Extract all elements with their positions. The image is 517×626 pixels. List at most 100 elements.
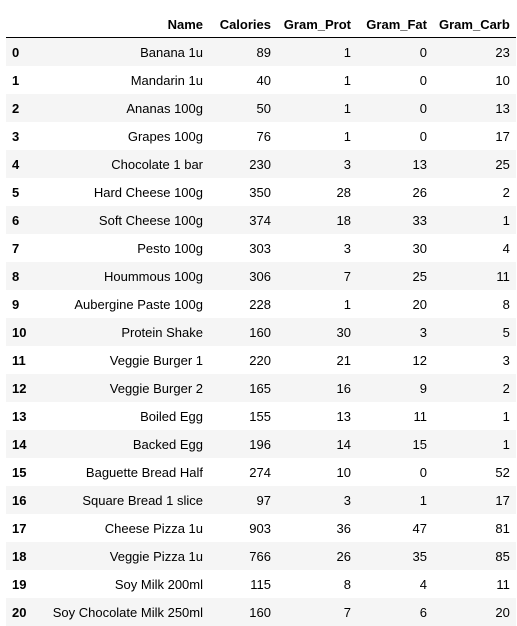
cell-gram-fat: 11	[357, 402, 433, 430]
cell-gram-fat: 0	[357, 94, 433, 122]
cell-calories: 115	[209, 570, 277, 598]
row-index: 14	[6, 430, 42, 458]
cell-name: Ananas 100g	[42, 94, 209, 122]
cell-gram-prot: 3	[277, 486, 357, 514]
cell-calories: 220	[209, 346, 277, 374]
row-index: 9	[6, 290, 42, 318]
cell-name: Grapes 100g	[42, 122, 209, 150]
cell-gram-prot: 1	[277, 66, 357, 94]
cell-calories: 230	[209, 150, 277, 178]
header-name: Name	[42, 4, 209, 38]
cell-gram-prot: 16	[277, 374, 357, 402]
cell-gram-fat: 0	[357, 122, 433, 150]
cell-name: Boiled Egg	[42, 402, 209, 430]
cell-gram-prot: 8	[277, 570, 357, 598]
cell-gram-fat: 9	[357, 374, 433, 402]
cell-gram-fat: 3	[357, 318, 433, 346]
cell-calories: 76	[209, 122, 277, 150]
cell-calories: 155	[209, 402, 277, 430]
cell-name: Chocolate 1 bar	[42, 150, 209, 178]
cell-gram-fat: 33	[357, 206, 433, 234]
cell-gram-carb: 1	[433, 402, 516, 430]
cell-gram-prot: 7	[277, 262, 357, 290]
row-index: 11	[6, 346, 42, 374]
cell-name: Protein Shake	[42, 318, 209, 346]
cell-gram-fat: 47	[357, 514, 433, 542]
row-index: 13	[6, 402, 42, 430]
cell-name: Square Bread 1 slice	[42, 486, 209, 514]
cell-gram-carb: 3	[433, 346, 516, 374]
cell-gram-prot: 1	[277, 38, 357, 67]
cell-name: Veggie Pizza 1u	[42, 542, 209, 570]
row-index: 12	[6, 374, 42, 402]
cell-gram-prot: 18	[277, 206, 357, 234]
cell-calories: 196	[209, 430, 277, 458]
cell-gram-prot: 7	[277, 598, 357, 626]
cell-gram-prot: 13	[277, 402, 357, 430]
cell-gram-carb: 25	[433, 150, 516, 178]
cell-calories: 306	[209, 262, 277, 290]
cell-name: Pesto 100g	[42, 234, 209, 262]
cell-gram-fat: 1	[357, 486, 433, 514]
cell-gram-fat: 0	[357, 38, 433, 67]
cell-gram-fat: 20	[357, 290, 433, 318]
cell-name: Backed Egg	[42, 430, 209, 458]
cell-gram-carb: 23	[433, 38, 516, 67]
cell-name: Aubergine Paste 100g	[42, 290, 209, 318]
cell-gram-carb: 13	[433, 94, 516, 122]
cell-gram-fat: 13	[357, 150, 433, 178]
cell-gram-carb: 52	[433, 458, 516, 486]
row-index: 5	[6, 178, 42, 206]
cell-gram-carb: 11	[433, 570, 516, 598]
cell-calories: 228	[209, 290, 277, 318]
cell-gram-carb: 1	[433, 430, 516, 458]
cell-calories: 89	[209, 38, 277, 67]
cell-calories: 766	[209, 542, 277, 570]
cell-gram-prot: 10	[277, 458, 357, 486]
cell-gram-carb: 2	[433, 178, 516, 206]
cell-gram-prot: 1	[277, 290, 357, 318]
cell-gram-carb: 17	[433, 122, 516, 150]
cell-name: Hoummous 100g	[42, 262, 209, 290]
header-gram-carb: Gram_Carb	[433, 4, 516, 38]
cell-name: Cheese Pizza 1u	[42, 514, 209, 542]
cell-gram-carb: 2	[433, 374, 516, 402]
row-index: 7	[6, 234, 42, 262]
cell-name: Mandarin 1u	[42, 66, 209, 94]
cell-gram-carb: 10	[433, 66, 516, 94]
cell-gram-prot: 1	[277, 122, 357, 150]
row-index: 15	[6, 458, 42, 486]
cell-name: Soft Cheese 100g	[42, 206, 209, 234]
cell-gram-fat: 25	[357, 262, 433, 290]
cell-gram-carb: 85	[433, 542, 516, 570]
row-index: 1	[6, 66, 42, 94]
row-index: 0	[6, 38, 42, 67]
cell-name: Veggie Burger 1	[42, 346, 209, 374]
cell-gram-fat: 35	[357, 542, 433, 570]
cell-gram-fat: 4	[357, 570, 433, 598]
cell-calories: 160	[209, 318, 277, 346]
header-index	[6, 4, 42, 38]
cell-gram-carb: 81	[433, 514, 516, 542]
cell-name: Baguette Bread Half	[42, 458, 209, 486]
cell-gram-fat: 6	[357, 598, 433, 626]
cell-gram-prot: 3	[277, 234, 357, 262]
header-row: Name Calories Gram_Prot Gram_Fat Gram_Ca…	[6, 4, 516, 38]
cell-gram-fat: 26	[357, 178, 433, 206]
